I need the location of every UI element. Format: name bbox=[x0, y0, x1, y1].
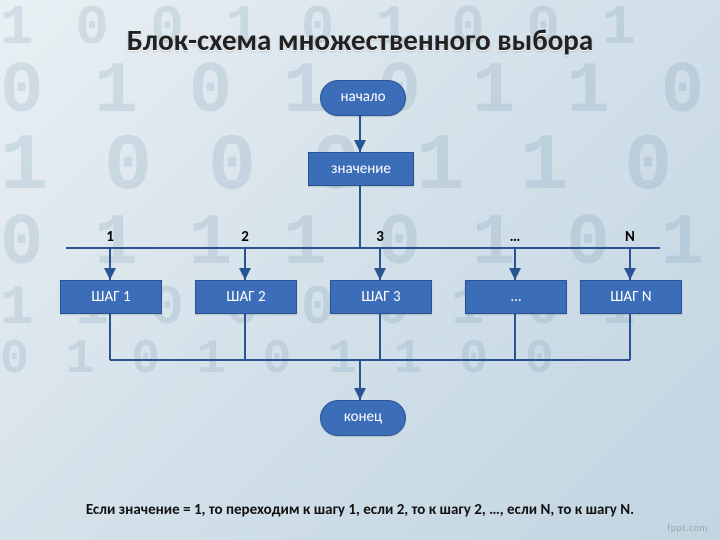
branch-label: 2 bbox=[215, 228, 275, 246]
branch-label: 3 bbox=[350, 228, 410, 246]
start-node: начало bbox=[320, 80, 406, 116]
step-node: ШАГ 1 bbox=[60, 280, 162, 314]
branch-label: 1 bbox=[80, 228, 140, 246]
caption-text: Если значение = 1, то переходим к шагу 1… bbox=[30, 500, 690, 520]
slide: 1 0 0 1 0 1 0 0 10 1 0 1 0 1 1 0 01 0 0 … bbox=[0, 0, 720, 540]
value-node: значение bbox=[308, 152, 414, 186]
end-node: конец bbox=[320, 400, 406, 436]
flowchart: начало значение конец 1 ШАГ 1 2 ШАГ 2 3 ШАГ 3 … … N… bbox=[0, 0, 720, 540]
branch-label: … bbox=[485, 228, 545, 246]
watermark: fppt.com bbox=[667, 521, 708, 534]
step-node: ШАГ 3 bbox=[330, 280, 432, 314]
step-node: ШАГ N bbox=[580, 280, 682, 314]
branch-label: N bbox=[600, 228, 660, 246]
step-node: … bbox=[465, 280, 567, 314]
step-node: ШАГ 2 bbox=[195, 280, 297, 314]
